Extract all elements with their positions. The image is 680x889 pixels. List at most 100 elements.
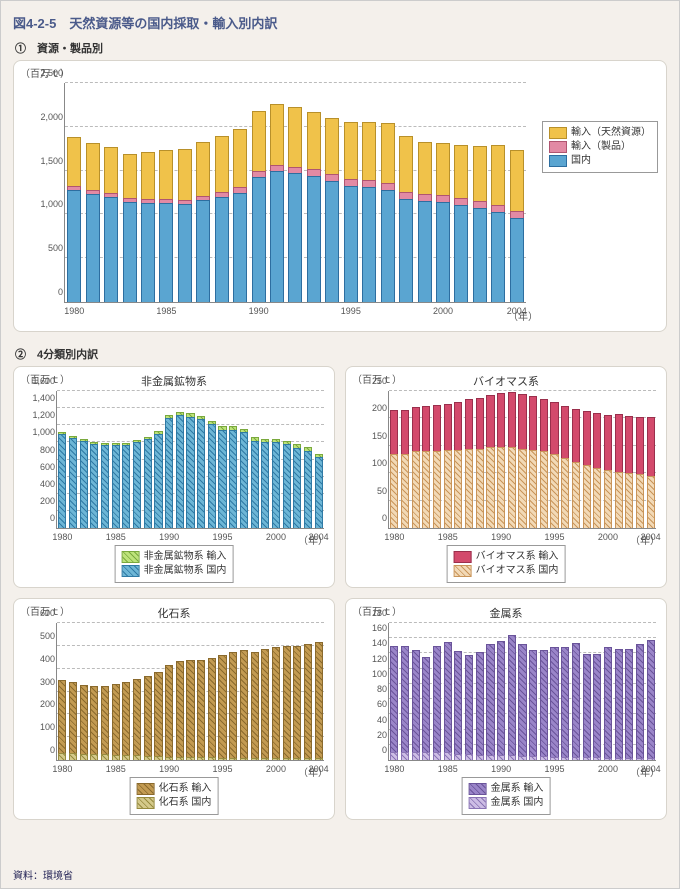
bar-1991 bbox=[508, 635, 516, 760]
bar-2001 bbox=[615, 649, 623, 760]
bar-1991 bbox=[176, 412, 184, 528]
bar-1983 bbox=[90, 686, 98, 760]
bar-2001 bbox=[283, 646, 291, 760]
bar-1999 bbox=[418, 142, 432, 302]
bar-1981 bbox=[401, 410, 409, 528]
bar-1981 bbox=[69, 436, 77, 528]
legend-domestic: 非金属鉱物系 国内 bbox=[122, 564, 227, 578]
bar-1982 bbox=[412, 407, 420, 528]
bar-1995 bbox=[550, 402, 558, 528]
bar-1985 bbox=[444, 404, 452, 528]
bar-2004 bbox=[315, 454, 323, 528]
bar-1981 bbox=[86, 143, 100, 302]
bar-1985 bbox=[112, 443, 120, 528]
main-legend: 輸入（天然資源）輸入（製品）国内 bbox=[542, 121, 658, 173]
bar-1987 bbox=[465, 655, 473, 760]
bar-2003 bbox=[636, 417, 644, 528]
bar-1995 bbox=[344, 122, 358, 302]
bar-2002 bbox=[625, 416, 633, 528]
legend-import: 非金属鉱物系 輸入 bbox=[122, 550, 227, 564]
bar-1984 bbox=[101, 686, 109, 760]
bar-1985 bbox=[159, 150, 173, 302]
legend-import_natural: 輸入（天然資源） bbox=[549, 126, 651, 140]
bar-1994 bbox=[208, 658, 216, 760]
bar-2004 bbox=[510, 150, 524, 302]
bar-1987 bbox=[465, 399, 473, 528]
bar-1987 bbox=[196, 142, 210, 302]
bar-2000 bbox=[604, 647, 612, 760]
bar-1981 bbox=[401, 646, 409, 760]
legend-import: 化石系 輸入 bbox=[137, 782, 212, 796]
bar-2000 bbox=[436, 143, 450, 302]
bar-1995 bbox=[550, 647, 558, 760]
bar-1984 bbox=[433, 405, 441, 528]
bar-2000 bbox=[272, 439, 280, 528]
bar-1994 bbox=[208, 421, 216, 528]
bar-1980 bbox=[67, 137, 81, 302]
bar-1996 bbox=[229, 426, 237, 528]
bar-1982 bbox=[80, 439, 88, 528]
page-title: 図4-2-5 天然資源等の国内採取・輸入別内訳 bbox=[13, 13, 667, 32]
bar-1989 bbox=[486, 395, 494, 528]
bar-1986 bbox=[454, 651, 462, 760]
legend-domestic: 金属系 国内 bbox=[469, 796, 544, 810]
bar-2002 bbox=[293, 444, 301, 528]
bar-1987 bbox=[133, 679, 141, 760]
bar-1990 bbox=[165, 665, 173, 760]
bar-1993 bbox=[197, 660, 205, 760]
bar-1980 bbox=[58, 432, 66, 528]
bar-1999 bbox=[593, 413, 601, 528]
bar-2001 bbox=[615, 414, 623, 528]
bar-1998 bbox=[583, 654, 591, 760]
bar-1992 bbox=[186, 660, 194, 760]
bar-1986 bbox=[178, 149, 192, 302]
bar-1988 bbox=[144, 676, 152, 760]
bar-1981 bbox=[69, 682, 77, 760]
bar-1994 bbox=[540, 650, 548, 760]
bar-1996 bbox=[229, 652, 237, 760]
bar-1983 bbox=[123, 154, 137, 302]
bar-1987 bbox=[133, 440, 141, 528]
bar-1980 bbox=[390, 410, 398, 528]
legend-import_product: 輸入（製品） bbox=[549, 140, 651, 154]
bar-1983 bbox=[90, 442, 98, 528]
bar-1990 bbox=[165, 415, 173, 528]
bar-1997 bbox=[572, 409, 580, 528]
bar-1984 bbox=[101, 443, 109, 528]
bar-1988 bbox=[476, 652, 484, 760]
bar-1985 bbox=[112, 684, 120, 760]
bar-1997 bbox=[240, 650, 248, 760]
bar-1982 bbox=[104, 147, 118, 302]
main-chart: （百万ｔ） 05001,0001,5002,0002,5001980198519… bbox=[13, 60, 667, 332]
subtitle-2: ② 4分類別内訳 bbox=[15, 346, 667, 362]
bar-1994 bbox=[540, 399, 548, 528]
bar-1997 bbox=[381, 123, 395, 302]
bar-2001 bbox=[283, 441, 291, 529]
bar-1998 bbox=[583, 411, 591, 528]
bar-2003 bbox=[636, 644, 644, 760]
bar-1995 bbox=[218, 655, 226, 760]
bar-2001 bbox=[454, 145, 468, 303]
bar-2000 bbox=[604, 415, 612, 528]
bar-2004 bbox=[647, 640, 655, 760]
bar-1991 bbox=[270, 104, 284, 302]
bar-1998 bbox=[251, 437, 259, 528]
bar-1997 bbox=[240, 429, 248, 528]
bar-1992 bbox=[518, 394, 526, 528]
bar-1993 bbox=[529, 396, 537, 528]
bar-1996 bbox=[561, 406, 569, 528]
bar-1990 bbox=[497, 393, 505, 528]
small-chart-fossil: （百万ｔ）化石系01002003004005006001980198519901… bbox=[13, 598, 335, 820]
bar-1998 bbox=[251, 652, 259, 760]
legend-import: 金属系 輸入 bbox=[469, 782, 544, 796]
bar-1982 bbox=[412, 650, 420, 760]
bar-1999 bbox=[261, 649, 269, 760]
legend-domestic: 国内 bbox=[549, 154, 651, 168]
small-chart-metal: （百万ｔ）金属系02040608010012014016018019801985… bbox=[345, 598, 667, 820]
small-charts-grid: （百万ｔ）非金属鉱物系02004006008001,0001,2001,4001… bbox=[13, 366, 667, 820]
bar-1998 bbox=[399, 136, 413, 302]
bar-1992 bbox=[288, 107, 302, 302]
bar-1991 bbox=[176, 661, 184, 760]
bar-1996 bbox=[561, 647, 569, 760]
bar-1989 bbox=[154, 672, 162, 760]
